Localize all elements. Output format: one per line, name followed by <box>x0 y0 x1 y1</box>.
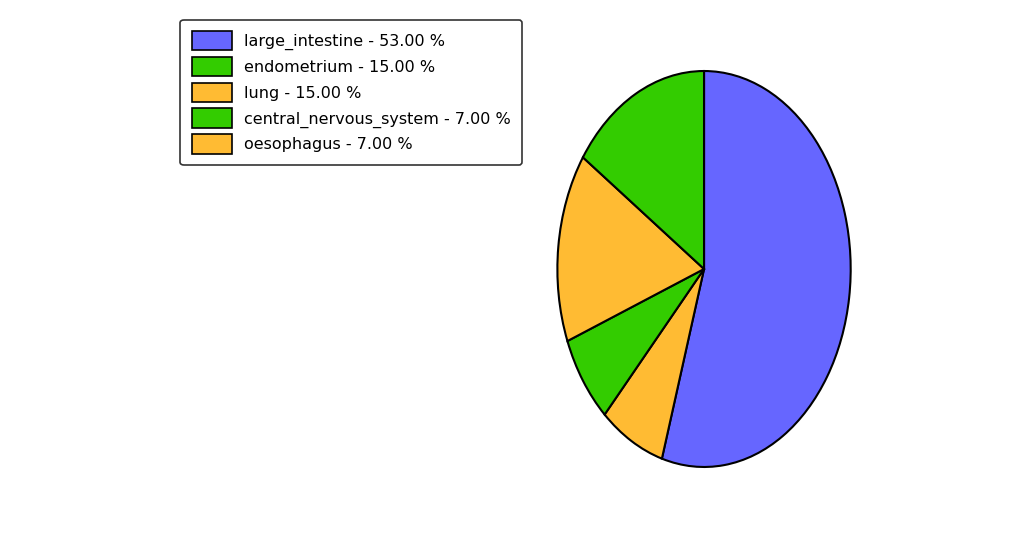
Wedge shape <box>567 269 704 415</box>
Legend: large_intestine - 53.00 %, endometrium - 15.00 %, lung - 15.00 %, central_nervou: large_intestine - 53.00 %, endometrium -… <box>180 19 523 165</box>
Wedge shape <box>605 269 704 458</box>
Wedge shape <box>557 157 704 341</box>
Wedge shape <box>582 71 704 269</box>
Wedge shape <box>661 71 851 467</box>
